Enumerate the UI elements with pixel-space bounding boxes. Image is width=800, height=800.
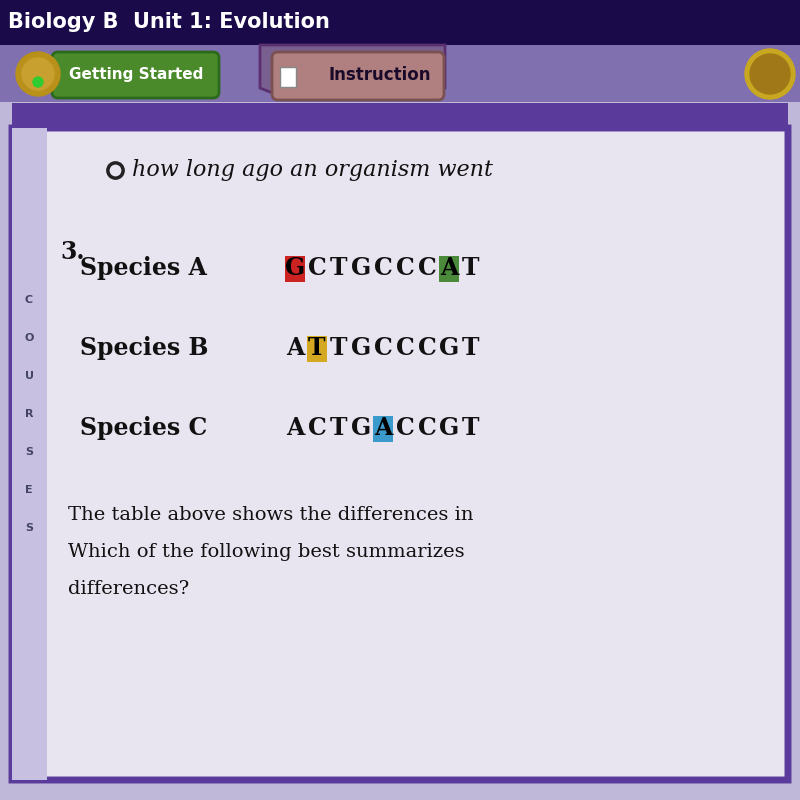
- FancyBboxPatch shape: [12, 128, 47, 780]
- Text: C: C: [25, 295, 33, 305]
- Text: U: U: [25, 371, 34, 381]
- Text: C: C: [418, 416, 436, 440]
- Text: G: G: [285, 256, 305, 280]
- Text: C: C: [396, 416, 414, 440]
- Text: G: G: [439, 336, 459, 360]
- Polygon shape: [260, 45, 445, 96]
- Text: The table above shows the differences in: The table above shows the differences in: [68, 506, 474, 524]
- Circle shape: [33, 77, 43, 87]
- Text: G: G: [351, 336, 371, 360]
- Text: T: T: [308, 336, 326, 360]
- Text: T: T: [330, 256, 348, 280]
- Text: T: T: [330, 416, 348, 440]
- Text: T: T: [330, 336, 348, 360]
- Text: C: C: [308, 256, 326, 280]
- Text: A: A: [286, 336, 304, 360]
- Text: O: O: [24, 333, 34, 343]
- Text: S: S: [25, 447, 33, 457]
- Text: Which of the following best summarizes: Which of the following best summarizes: [68, 543, 465, 561]
- Text: C: C: [418, 256, 436, 280]
- Text: G: G: [351, 416, 371, 440]
- FancyBboxPatch shape: [439, 256, 459, 282]
- Text: 3.: 3.: [60, 240, 85, 264]
- Text: T: T: [462, 336, 480, 360]
- FancyBboxPatch shape: [0, 45, 800, 102]
- Text: A: A: [440, 256, 458, 280]
- FancyBboxPatch shape: [12, 103, 788, 128]
- Text: T: T: [462, 416, 480, 440]
- Text: Instruction: Instruction: [329, 66, 431, 84]
- Text: C: C: [418, 336, 436, 360]
- FancyBboxPatch shape: [285, 256, 305, 282]
- Text: G: G: [439, 416, 459, 440]
- Text: Species A: Species A: [80, 256, 207, 280]
- Text: C: C: [374, 256, 392, 280]
- Text: G: G: [351, 256, 371, 280]
- FancyBboxPatch shape: [280, 67, 296, 87]
- FancyBboxPatch shape: [307, 336, 327, 362]
- Text: A: A: [374, 416, 392, 440]
- FancyBboxPatch shape: [12, 128, 788, 780]
- Text: C: C: [308, 416, 326, 440]
- FancyBboxPatch shape: [0, 0, 800, 45]
- Text: C: C: [374, 336, 392, 360]
- Text: R: R: [25, 409, 34, 419]
- Text: Getting Started: Getting Started: [69, 67, 203, 82]
- Text: A: A: [286, 416, 304, 440]
- FancyBboxPatch shape: [52, 52, 219, 98]
- Text: differences?: differences?: [68, 580, 190, 598]
- Text: C: C: [396, 336, 414, 360]
- Text: Species C: Species C: [80, 416, 207, 440]
- Text: Species B: Species B: [80, 336, 208, 360]
- Text: Biology B  Unit 1: Evolution: Biology B Unit 1: Evolution: [8, 12, 330, 32]
- Text: S: S: [25, 523, 33, 533]
- Circle shape: [16, 52, 60, 96]
- Circle shape: [750, 54, 790, 94]
- Text: C: C: [396, 256, 414, 280]
- Text: how long ago an organism went: how long ago an organism went: [132, 159, 493, 181]
- FancyBboxPatch shape: [373, 416, 393, 442]
- FancyBboxPatch shape: [272, 52, 444, 100]
- Circle shape: [22, 58, 54, 90]
- Text: T: T: [462, 256, 480, 280]
- Circle shape: [745, 49, 795, 99]
- Text: E: E: [25, 485, 33, 495]
